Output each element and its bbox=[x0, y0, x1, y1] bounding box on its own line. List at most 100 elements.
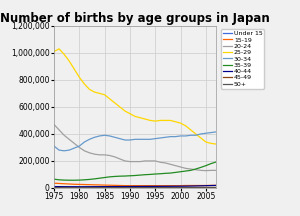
45-49 bbox=[184, 186, 188, 189]
30-34 bbox=[209, 131, 213, 134]
35-39 bbox=[98, 177, 101, 179]
20-24 bbox=[108, 154, 112, 157]
20-24 bbox=[204, 169, 208, 172]
30-34 bbox=[189, 134, 193, 137]
40-44 bbox=[189, 185, 193, 187]
25-29 bbox=[148, 119, 152, 122]
50+ bbox=[143, 187, 147, 189]
30-34 bbox=[199, 133, 202, 135]
45-49 bbox=[214, 186, 218, 189]
30-34 bbox=[98, 135, 101, 137]
35-39 bbox=[62, 179, 66, 181]
50+ bbox=[128, 187, 132, 189]
45-49 bbox=[118, 186, 122, 189]
45-49 bbox=[154, 186, 157, 189]
20-24 bbox=[154, 160, 157, 162]
40-44 bbox=[82, 186, 86, 188]
40-44 bbox=[68, 185, 71, 188]
25-29 bbox=[113, 102, 116, 104]
30-34 bbox=[82, 141, 86, 143]
30-34 bbox=[214, 131, 218, 133]
Under 15 bbox=[184, 186, 188, 189]
40-44 bbox=[52, 185, 56, 188]
40-44 bbox=[209, 184, 213, 187]
30-34 bbox=[204, 132, 208, 135]
40-44 bbox=[133, 185, 137, 188]
30-34 bbox=[154, 137, 157, 140]
20-24 bbox=[194, 168, 198, 171]
45-49 bbox=[103, 186, 106, 189]
35-39 bbox=[164, 172, 167, 175]
15-19 bbox=[138, 184, 142, 187]
15-19 bbox=[77, 183, 81, 186]
Under 15 bbox=[214, 187, 218, 189]
50+ bbox=[52, 187, 56, 189]
Line: 30-34: 30-34 bbox=[54, 132, 216, 151]
Under 15 bbox=[133, 186, 137, 189]
25-29 bbox=[128, 112, 132, 115]
20-24 bbox=[62, 134, 66, 137]
35-39 bbox=[209, 162, 213, 165]
Under 15 bbox=[148, 186, 152, 189]
50+ bbox=[82, 187, 86, 189]
25-29 bbox=[68, 60, 71, 62]
45-49 bbox=[179, 186, 182, 189]
45-49 bbox=[73, 186, 76, 189]
Line: 35-39: 35-39 bbox=[54, 162, 216, 180]
45-49 bbox=[52, 186, 56, 189]
45-49 bbox=[204, 186, 208, 189]
45-49 bbox=[169, 186, 172, 189]
30-34 bbox=[68, 149, 71, 151]
40-44 bbox=[199, 184, 202, 187]
25-29 bbox=[52, 50, 56, 53]
35-39 bbox=[82, 178, 86, 181]
15-19 bbox=[88, 183, 91, 186]
20-24 bbox=[189, 168, 193, 170]
15-19 bbox=[123, 184, 127, 187]
25-29 bbox=[179, 122, 182, 124]
50+ bbox=[73, 187, 76, 189]
45-49 bbox=[98, 186, 101, 189]
30-34 bbox=[88, 138, 91, 141]
45-49 bbox=[148, 186, 152, 189]
15-19 bbox=[214, 184, 218, 187]
35-39 bbox=[204, 164, 208, 167]
20-24 bbox=[148, 160, 152, 162]
20-24 bbox=[77, 146, 81, 149]
Under 15 bbox=[174, 186, 177, 189]
20-24 bbox=[98, 154, 101, 156]
30-34 bbox=[184, 135, 188, 137]
Under 15 bbox=[88, 186, 91, 189]
20-24 bbox=[184, 167, 188, 170]
40-44 bbox=[98, 185, 101, 188]
35-39 bbox=[184, 170, 188, 172]
20-24 bbox=[88, 152, 91, 154]
30-34 bbox=[52, 145, 56, 147]
50+ bbox=[57, 187, 61, 189]
15-19 bbox=[158, 184, 162, 187]
Under 15 bbox=[154, 186, 157, 189]
Under 15 bbox=[179, 186, 182, 189]
40-44 bbox=[118, 185, 122, 188]
Under 15 bbox=[113, 186, 116, 189]
45-49 bbox=[164, 186, 167, 189]
15-19 bbox=[82, 183, 86, 186]
40-44 bbox=[148, 185, 152, 188]
30-34 bbox=[133, 138, 137, 141]
20-24 bbox=[103, 154, 106, 156]
50+ bbox=[189, 187, 193, 189]
30-34 bbox=[174, 135, 177, 138]
45-49 bbox=[88, 186, 91, 189]
35-39 bbox=[133, 174, 137, 177]
Under 15 bbox=[138, 186, 142, 189]
20-24 bbox=[128, 160, 132, 163]
25-29 bbox=[174, 121, 177, 123]
25-29 bbox=[184, 124, 188, 127]
35-39 bbox=[108, 176, 112, 178]
50+ bbox=[209, 186, 213, 189]
Under 15 bbox=[209, 187, 213, 189]
25-29 bbox=[77, 76, 81, 79]
Under 15 bbox=[93, 186, 96, 189]
20-24 bbox=[164, 162, 167, 164]
20-24 bbox=[209, 169, 213, 172]
